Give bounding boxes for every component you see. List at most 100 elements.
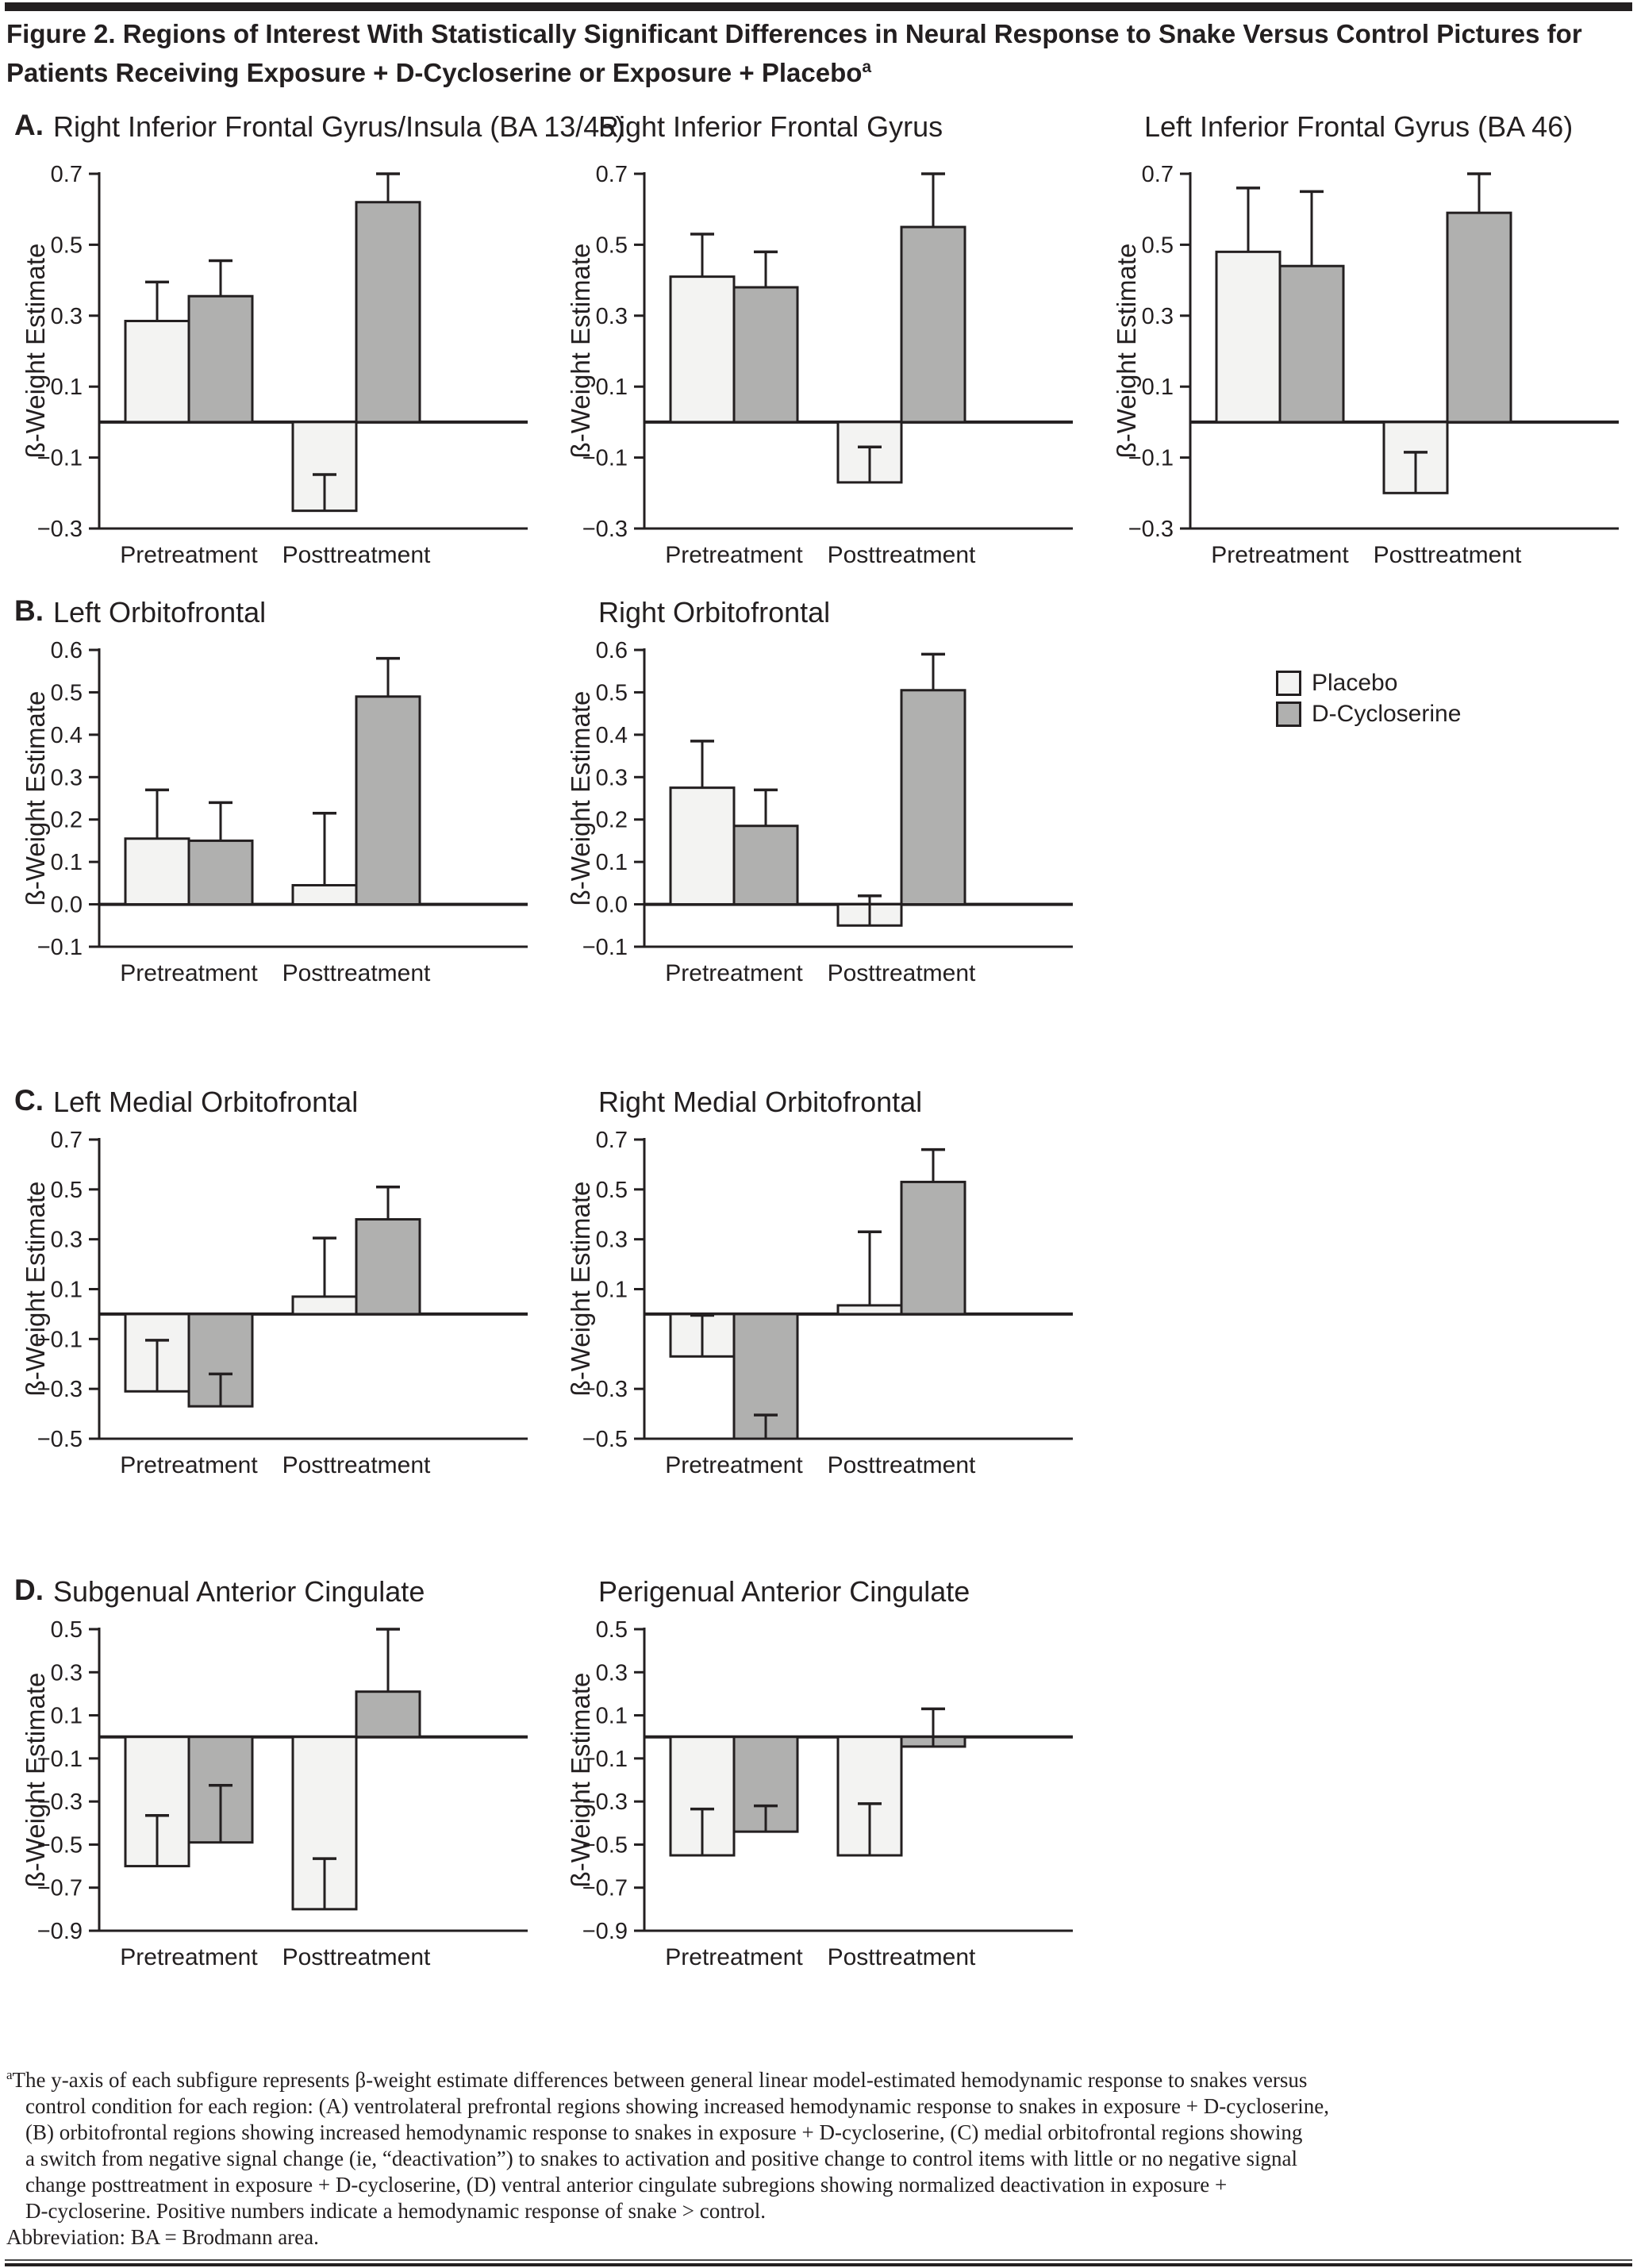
y-tick-label: 0.1	[51, 1704, 83, 1729]
chart-title-c2: Right Medial Orbitofrontal	[598, 1086, 923, 1118]
footnote-line: D-cycloserine. Positive numbers indicate…	[25, 2199, 766, 2223]
y-tick-label: 0.2	[51, 808, 83, 833]
y-tick-label: −0.3	[582, 1377, 628, 1402]
y-tick-label: −0.5	[582, 1427, 628, 1452]
y-tick-label: 0.1	[596, 850, 628, 875]
x-category-label: Posttreatment	[828, 1944, 976, 1970]
y-tick-label: 0.1	[51, 1278, 83, 1303]
y-tick-label: 0.6	[596, 638, 628, 663]
footnote-marker: a	[6, 2067, 13, 2082]
bar-d-cycloserine-pretreatment	[732, 825, 799, 906]
placebo-swatch-icon	[1276, 671, 1301, 696]
y-tick-label: 0.3	[51, 304, 83, 329]
x-category-label: Posttreatment	[282, 1944, 431, 1970]
x-category-label: Pretreatment	[120, 1452, 258, 1478]
legend: Placebo D-Cycloserine	[1276, 670, 1461, 733]
y-tick-label: 0.5	[51, 1178, 83, 1203]
y-tick-label: 0.3	[596, 304, 628, 329]
bar-d-cycloserine-posttreatment	[355, 695, 421, 906]
y-tick-label: −0.1	[37, 1747, 83, 1772]
legend-label-placebo: Placebo	[1312, 670, 1398, 696]
chart-title-d1: Subgenual Anterior Cingulate	[53, 1575, 425, 1608]
x-category-label: Pretreatment	[665, 1452, 803, 1478]
y-tick-label: 0.5	[1142, 233, 1174, 258]
bottom-rule-thin	[5, 2259, 1632, 2261]
chart-title-c1: Left Medial Orbitofrontal	[53, 1086, 359, 1118]
x-category-label: Pretreatment	[120, 1944, 258, 1970]
y-tick-label: 0.1	[51, 850, 83, 875]
chart-title-b1: Left Orbitofrontal	[53, 596, 267, 629]
footnote-line: control condition for each region: (A) v…	[25, 2094, 1329, 2118]
y-tick-label: 0.1	[1142, 375, 1174, 400]
legend-item-dcs: D-Cycloserine	[1276, 701, 1461, 727]
y-tick-label: 0.7	[51, 1128, 83, 1153]
y-tick-label: −0.1	[582, 1747, 628, 1772]
footnote-line: (B) orbitofrontal regions showing increa…	[25, 2120, 1303, 2144]
bar-placebo-pretreatment	[124, 837, 190, 906]
y-tick-label: −0.1	[37, 446, 83, 471]
bar-placebo-pretreatment	[669, 786, 736, 906]
x-category-label: Pretreatment	[665, 542, 803, 568]
x-category-label: Posttreatment	[828, 542, 976, 568]
bar-placebo-pretreatment	[1215, 250, 1282, 424]
footnote-abbreviation: Abbreviation: BA = Brodmann area.	[6, 2225, 319, 2249]
y-tick-label: 0.5	[51, 1617, 83, 1643]
y-tick-label: −0.9	[37, 1919, 83, 1944]
x-category-label: Pretreatment	[120, 960, 258, 986]
y-tick-label: 0.1	[596, 1278, 628, 1303]
bar-d-cycloserine-posttreatment	[355, 1690, 421, 1739]
y-tick-label: 0.3	[596, 765, 628, 790]
bar-d-cycloserine-posttreatment	[355, 201, 421, 424]
panel-letter-b: B.	[14, 594, 44, 627]
bar-placebo-posttreatment	[291, 884, 358, 906]
bar-d-cycloserine-posttreatment	[1446, 211, 1512, 424]
panel-letter-c: C.	[14, 1084, 44, 1117]
bar-placebo-posttreatment	[836, 1304, 903, 1316]
x-category-label: Posttreatment	[1374, 542, 1522, 568]
x-category-label: Pretreatment	[1211, 542, 1349, 568]
y-tick-label: 0.5	[596, 680, 628, 705]
figure-title-footnote-marker: a	[862, 58, 872, 76]
figure-title-line-1: Figure 2. Regions of Interest With Stati…	[6, 19, 1582, 48]
bar-d-cycloserine-posttreatment	[900, 225, 966, 424]
y-tick-label: 0.2	[596, 808, 628, 833]
x-category-label: Posttreatment	[828, 1452, 976, 1478]
y-tick-label: 0.5	[596, 1617, 628, 1643]
bar-d-cycloserine-posttreatment	[900, 1180, 966, 1316]
y-tick-label: −0.5	[37, 1832, 83, 1858]
y-tick-label: 0.3	[1142, 304, 1174, 329]
y-tick-label: 0.7	[596, 162, 628, 187]
y-tick-label: 0.5	[596, 233, 628, 258]
x-category-label: Posttreatment	[282, 960, 431, 986]
y-tick-label: −0.3	[37, 1377, 83, 1402]
y-tick-label: 0.3	[51, 1228, 83, 1253]
footnote-line: aThe y-axis of each subfigure represents…	[6, 2067, 1308, 2092]
bar-d-cycloserine-posttreatment	[900, 689, 966, 906]
y-tick-label: 0.5	[51, 233, 83, 258]
x-category-label: Pretreatment	[120, 542, 258, 568]
y-tick-label: 0.4	[51, 723, 83, 748]
y-tick-label: 0.3	[51, 765, 83, 790]
chart-title-b2: Right Orbitofrontal	[598, 596, 831, 629]
y-tick-label: 0.0	[596, 893, 628, 918]
y-tick-label: −0.1	[37, 1327, 83, 1352]
y-tick-label: −0.3	[582, 1789, 628, 1815]
bar-placebo-posttreatment	[291, 1295, 358, 1316]
y-tick-label: 0.5	[596, 1178, 628, 1203]
bar-d-cycloserine-pretreatment	[1278, 264, 1345, 424]
footnote-line: change posttreatment in exposure + D-cyc…	[25, 2173, 1228, 2197]
y-tick-label: −0.3	[37, 1789, 83, 1815]
y-tick-label: 0.3	[51, 1660, 83, 1686]
chart-title-a3: Left Inferior Frontal Gyrus (BA 46)	[1144, 110, 1574, 143]
y-tick-label: 0.4	[596, 723, 628, 748]
panel-letter-d: D.	[14, 1574, 44, 1606]
y-tick-label: −0.7	[37, 1876, 83, 1901]
y-tick-label: −0.3	[1128, 517, 1174, 542]
panel-letter-a: A.	[14, 109, 44, 141]
y-tick-label: 0.1	[596, 1704, 628, 1729]
legend-item-placebo: Placebo	[1276, 670, 1461, 696]
y-tick-label: −0.3	[582, 517, 628, 542]
chart-title-a1: Right Inferior Frontal Gyrus/Insula (BA …	[53, 110, 625, 143]
bar-d-cycloserine-posttreatment	[355, 1218, 421, 1316]
